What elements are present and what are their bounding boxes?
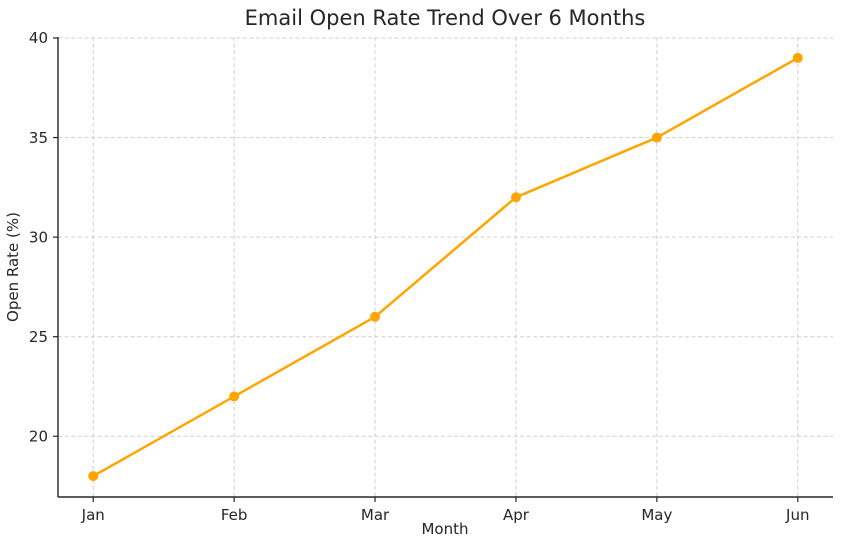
y-tick-label: 25 xyxy=(29,328,48,346)
y-axis-label: Open Rate (%) xyxy=(4,212,22,322)
axes-layer xyxy=(53,37,833,502)
data-point-jan xyxy=(88,471,99,482)
x-tick-label: Jan xyxy=(81,506,105,524)
data-point-apr xyxy=(510,192,521,203)
x-tick-label: Apr xyxy=(503,506,530,524)
y-tick-label: 20 xyxy=(29,427,48,445)
x-tick-label: Feb xyxy=(221,506,248,524)
trend-line xyxy=(91,56,800,478)
data-point-jun xyxy=(792,52,803,63)
x-tick-label: Mar xyxy=(361,506,390,524)
x-tick-label: May xyxy=(641,506,672,524)
y-tick-label: 35 xyxy=(29,129,48,147)
x-tick-label: Jun xyxy=(785,506,809,524)
data-point-feb xyxy=(229,391,240,402)
series-layer xyxy=(88,52,803,482)
data-point-mar xyxy=(370,311,381,322)
chart-title: Email Open Rate Trend Over 6 Months xyxy=(245,6,646,30)
y-tick-label: 40 xyxy=(29,29,48,47)
gridlines-layer xyxy=(58,37,833,497)
tick-labels-layer: 20 25 30 35 40 Jan Feb Mar Apr May Jun xyxy=(29,29,810,524)
data-point-may xyxy=(651,132,662,143)
x-axis-label: Month xyxy=(421,520,468,538)
y-tick-label: 30 xyxy=(29,228,48,246)
